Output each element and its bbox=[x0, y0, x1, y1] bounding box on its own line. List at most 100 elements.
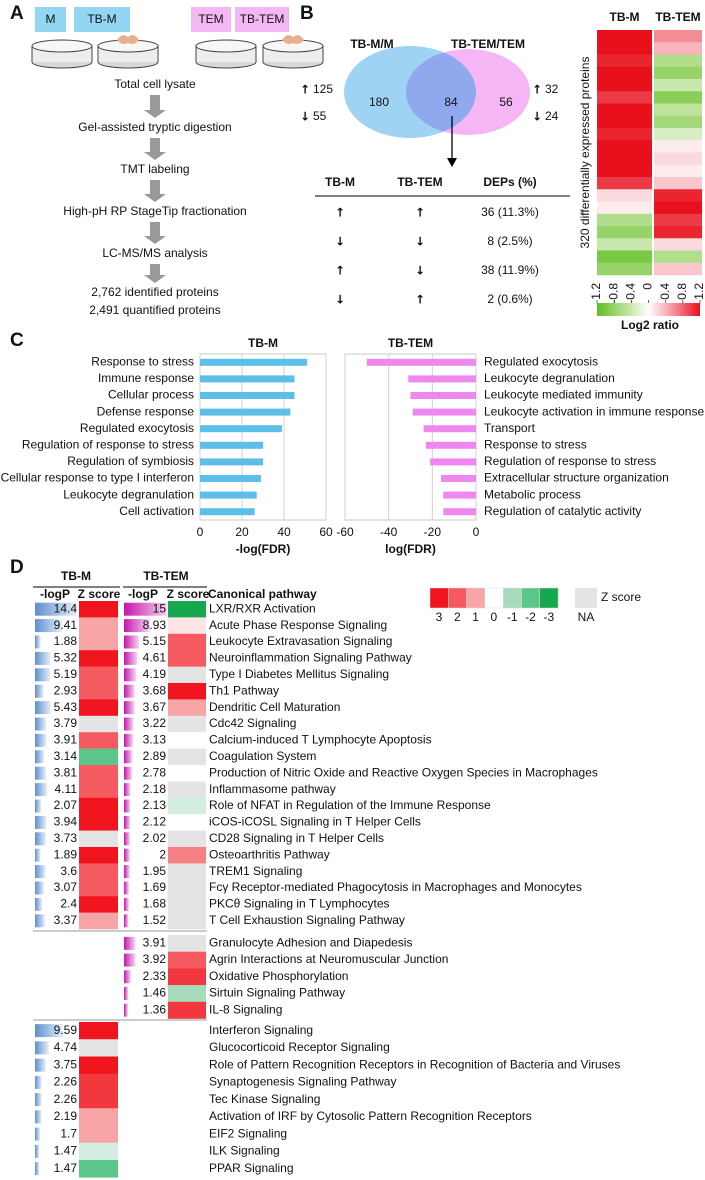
x-axis-label: -log(FDR) bbox=[236, 542, 291, 556]
pathway-name: Activation of IRF by Cytosolic Pattern R… bbox=[209, 1109, 532, 1123]
z-legend-title: Z score bbox=[601, 590, 641, 604]
x-tick-label: -20 bbox=[424, 525, 442, 539]
logp-bar bbox=[35, 799, 42, 813]
pathway-name: T Cell Exhaustion Signaling Pathway bbox=[209, 913, 405, 927]
direction-arrow: ↓ bbox=[300, 110, 310, 124]
pathway-name: EIF2 Signaling bbox=[209, 1126, 287, 1140]
z-score-cell bbox=[79, 1125, 118, 1144]
logp-value: 2.07 bbox=[54, 798, 78, 812]
workflow-step: High-pH RP StageTip fractionation bbox=[63, 204, 246, 218]
direction-count: 55 bbox=[313, 109, 327, 123]
bar bbox=[408, 375, 476, 383]
pathway-name: LXR/RXR Activation bbox=[209, 601, 316, 615]
pathway-name: Interferon Signaling bbox=[209, 1023, 313, 1037]
category-label: Defense response bbox=[97, 404, 195, 418]
logp-value: 3.81 bbox=[54, 765, 78, 779]
pathway-name: Oxidative Phosphorylation bbox=[209, 969, 348, 983]
pathway-name: Dendritic Cell Maturation bbox=[209, 700, 340, 714]
z-legend-swatch bbox=[484, 587, 504, 609]
heatmap-ylabel: 320 differentially expressed proteins bbox=[578, 57, 592, 249]
pathway-name: Role of Pattern Recognition Receptors in… bbox=[209, 1057, 620, 1071]
bar bbox=[200, 458, 263, 466]
z-score-cell bbox=[79, 1039, 118, 1057]
z-score-cell bbox=[168, 683, 206, 700]
category-label: Regulated exocytosis bbox=[80, 421, 194, 435]
workflow-result: 2,491 quantified proteins bbox=[89, 303, 220, 317]
table-header: DEPs (%) bbox=[483, 175, 536, 189]
table-cell: 2 (0.6%) bbox=[487, 292, 532, 306]
bar bbox=[200, 392, 295, 399]
heatmap-cell bbox=[654, 177, 702, 190]
bar bbox=[200, 375, 295, 383]
logp-bar bbox=[124, 897, 129, 911]
bar bbox=[366, 358, 476, 366]
pathway-name: Synaptogenesis Signaling Pathway bbox=[209, 1075, 396, 1089]
flow-arrow bbox=[144, 222, 166, 244]
z-score-cell bbox=[79, 830, 118, 848]
logp-value: 3.67 bbox=[143, 700, 167, 714]
pathway-name: Production of Nitric Oxide and Reactive … bbox=[209, 765, 598, 779]
heatmap-cell bbox=[654, 54, 702, 68]
heatmap-cell bbox=[654, 30, 702, 43]
bar bbox=[200, 408, 291, 416]
logp-bar bbox=[35, 602, 77, 616]
category-label: Leukocyte activation in immune response bbox=[484, 404, 704, 418]
logp-bar bbox=[124, 783, 131, 797]
z-score-cell bbox=[168, 666, 206, 684]
x-tick-label: -60 bbox=[336, 525, 354, 539]
colorbar-tick-label: 1.2 bbox=[692, 283, 705, 300]
logp-bar bbox=[124, 865, 130, 879]
logp-value: 2.02 bbox=[143, 831, 167, 845]
category-label: Regulation of response to stress bbox=[484, 454, 656, 468]
pathway-name: Leukocyte Extravasation Signaling bbox=[209, 634, 392, 648]
bar bbox=[443, 508, 476, 516]
heatmap-cell bbox=[654, 91, 702, 104]
logp-value: 1.47 bbox=[54, 1144, 78, 1158]
logp-bar bbox=[124, 668, 137, 682]
category-label: Metabolic process bbox=[484, 487, 581, 501]
logp-bar bbox=[124, 717, 134, 731]
bar bbox=[441, 475, 476, 482]
panel-label: A bbox=[10, 3, 24, 24]
logp-bar bbox=[124, 914, 129, 928]
logp-bar bbox=[35, 750, 45, 764]
z-score-cell bbox=[168, 699, 206, 717]
heatmap-cell bbox=[597, 91, 652, 104]
sample-label: M bbox=[46, 12, 56, 26]
logp-value: 2.12 bbox=[143, 815, 167, 829]
logp-bar bbox=[124, 881, 129, 895]
z-score-cell bbox=[79, 1108, 118, 1126]
x-tick-label: 0 bbox=[473, 525, 480, 539]
z-score-cell bbox=[168, 797, 206, 815]
z-score-cell bbox=[168, 863, 206, 881]
logp-bar bbox=[124, 733, 134, 747]
z-score-cell bbox=[168, 830, 206, 848]
heatmap-cell bbox=[597, 189, 652, 202]
direction-count: 125 bbox=[313, 82, 333, 96]
venn-title: TB-M/M bbox=[350, 37, 393, 51]
direction-count: 32 bbox=[545, 82, 559, 96]
bacteria bbox=[282, 35, 304, 44]
pathway-name: Coagulation System bbox=[209, 749, 316, 763]
heatmap-cell bbox=[654, 128, 702, 141]
table-cell: 38 (11.9%) bbox=[481, 263, 539, 277]
z-score-cell bbox=[79, 896, 118, 913]
logp-value: 14.4 bbox=[54, 601, 78, 615]
bar bbox=[443, 491, 476, 499]
heatmap-cell bbox=[597, 128, 652, 141]
z-score-cell bbox=[168, 650, 206, 667]
logp-bar bbox=[35, 783, 47, 797]
z-legend-label: -2 bbox=[525, 610, 536, 624]
venn-count: 84 bbox=[444, 95, 458, 109]
z-score-cell bbox=[79, 781, 118, 799]
flow-arrow bbox=[144, 138, 166, 160]
logp-value: 1.89 bbox=[54, 847, 78, 861]
colorbar-tick-label: -0.4 bbox=[624, 283, 638, 304]
direction-arrow: ↑ bbox=[300, 83, 310, 97]
colorbar bbox=[597, 303, 700, 316]
category-label: Leukocyte mediated immunity bbox=[484, 388, 643, 402]
logp-bar bbox=[35, 1058, 46, 1072]
logp-bar bbox=[35, 1144, 40, 1158]
heatmap-cell bbox=[654, 115, 702, 129]
